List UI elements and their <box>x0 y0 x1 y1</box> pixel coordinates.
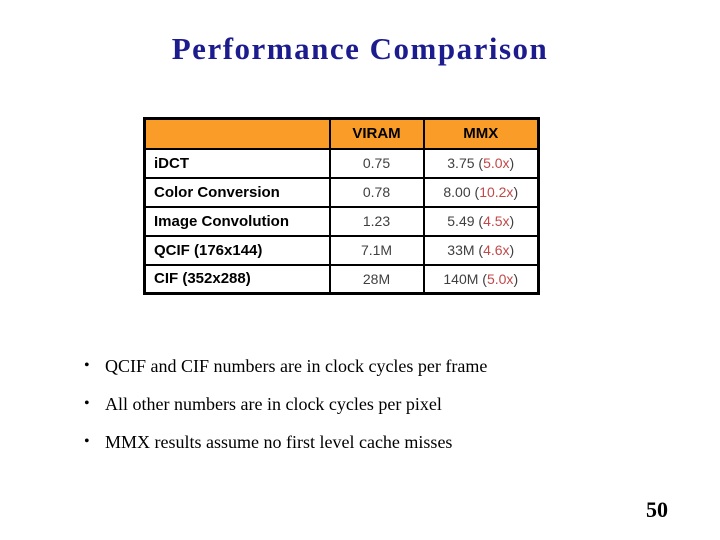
row-label: CIF (352x288) <box>143 263 331 295</box>
mmx-number: 5.49 ( <box>447 213 484 229</box>
bullet-text: QCIF and CIF numbers are in clock cycles… <box>105 356 488 376</box>
header-cell-empty <box>143 117 331 150</box>
mmx-number: 140M ( <box>443 270 487 287</box>
mmx-speedup: 4.6x <box>483 242 510 258</box>
viram-value: 7.1M <box>328 234 425 266</box>
list-item: • MMX results assume no first level cach… <box>84 431 487 453</box>
table-row: QCIF (176x144) 7.1M 33M (4.6x) <box>143 234 540 266</box>
page-title: Performance Comparison <box>171 31 549 66</box>
mmx-value: 140M (5.0x) <box>422 263 540 295</box>
mmx-speedup: 5.0x <box>483 155 510 171</box>
bullet-text: All other numbers are in clock cycles pe… <box>105 394 442 414</box>
table-row: Image Convolution 1.23 5.49 (4.5x) <box>143 205 540 237</box>
bullet-icon: • <box>84 433 90 450</box>
row-label: Image Convolution <box>143 205 331 237</box>
viram-value: 1.23 <box>328 205 425 237</box>
mmx-value: 5.49 (4.5x) <box>422 205 540 237</box>
mmx-value: 8.00 (10.2x) <box>422 176 540 208</box>
viram-value: 0.75 <box>328 147 425 179</box>
header-cell-mmx: MMX <box>422 117 540 150</box>
table-row: CIF (352x288) 28M 140M (5.0x) <box>143 263 540 295</box>
bullet-icon: • <box>84 357 90 374</box>
mmx-paren: ) <box>513 184 519 200</box>
mmx-paren: ) <box>509 213 515 229</box>
mmx-number: 3.75 ( <box>447 155 484 171</box>
mmx-paren: ) <box>513 270 519 287</box>
viram-value: 28M <box>328 263 425 295</box>
mmx-speedup: 4.5x <box>483 213 510 229</box>
bullet-list: • QCIF and CIF numbers are in clock cycl… <box>84 355 487 469</box>
table-row: Color Conversion 0.78 8.00 (10.2x) <box>143 176 540 208</box>
row-label: QCIF (176x144) <box>143 234 331 266</box>
mmx-number: 8.00 ( <box>443 184 480 200</box>
mmx-number: 33M ( <box>447 242 484 258</box>
row-label: Color Conversion <box>143 176 331 208</box>
mmx-speedup: 5.0x <box>486 270 514 287</box>
table-row: iDCT 0.75 3.75 (5.0x) <box>143 147 540 179</box>
mmx-paren: ) <box>509 155 515 171</box>
header-cell-viram: VIRAM <box>328 117 425 150</box>
mmx-speedup: 10.2x <box>479 184 514 200</box>
table-header-row: VIRAM MMX <box>143 117 540 150</box>
list-item: • QCIF and CIF numbers are in clock cycl… <box>84 355 487 377</box>
performance-table: VIRAM MMX iDCT 0.75 3.75 (5.0x) Color Co… <box>143 117 540 295</box>
mmx-paren: ) <box>509 242 515 258</box>
mmx-value: 33M (4.6x) <box>422 234 540 266</box>
mmx-value: 3.75 (5.0x) <box>422 147 540 179</box>
viram-value: 0.78 <box>328 176 425 208</box>
bullet-icon: • <box>84 395 90 412</box>
row-label: iDCT <box>143 147 331 179</box>
page-number: 50 <box>646 497 668 522</box>
list-item: • All other numbers are in clock cycles … <box>84 393 487 415</box>
bullet-text: MMX results assume no first level cache … <box>105 432 453 452</box>
